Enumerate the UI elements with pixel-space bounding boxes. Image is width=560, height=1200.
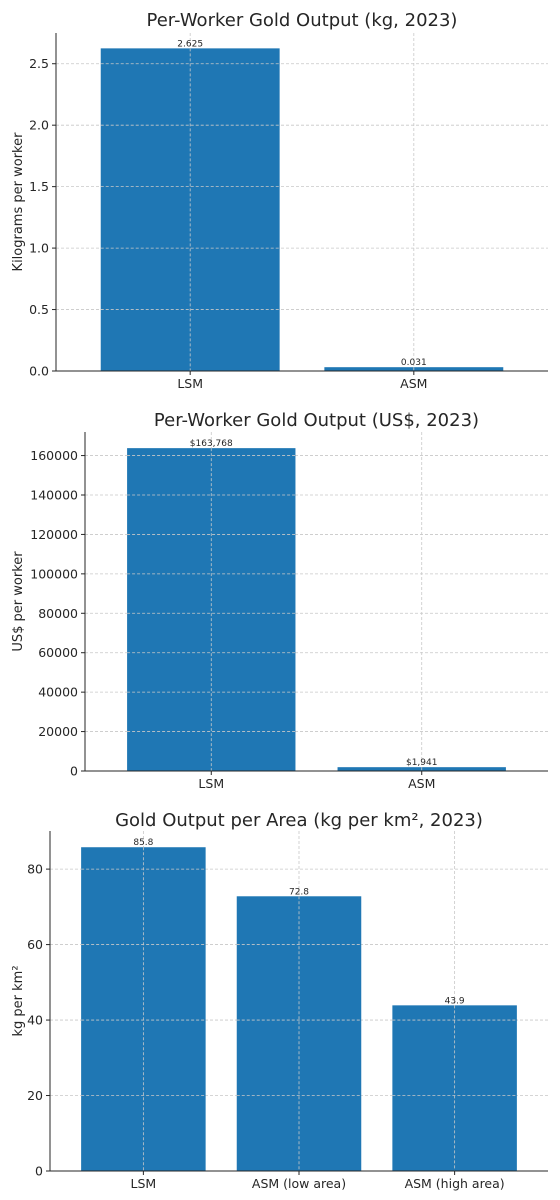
x-tick-label: ASM (low area) xyxy=(252,1176,346,1191)
x-tick-label: ASM xyxy=(408,776,435,791)
y-tick-label: 2.5 xyxy=(29,56,49,71)
y-tick-label: 0.0 xyxy=(29,364,49,379)
y-tick-label: 0 xyxy=(70,764,78,779)
y-tick-label: 40000 xyxy=(38,685,78,700)
y-tick-label: 60000 xyxy=(38,645,78,660)
chart-panel-1: 2.625 0.031 0.0 0.5 1.0 1.5 2.0 2.5 LSM ASM Per-Wo… xyxy=(11,10,548,391)
y-tick-label: 40 xyxy=(27,1013,43,1028)
chart-title: Per-Worker Gold Output (kg, 2023) xyxy=(147,10,458,31)
data-label: 2.625 xyxy=(177,39,203,49)
data-label: 0.031 xyxy=(401,358,427,368)
data-label: 72.8 xyxy=(289,887,309,897)
y-tick-label: 80 xyxy=(27,862,43,877)
chart-panel-2: $163,768 $1,941 0 20000 40000 60000 80000 10000… xyxy=(11,410,548,791)
y-tick-label: 0.5 xyxy=(29,302,49,317)
y-tick-label: 2.0 xyxy=(29,118,49,133)
y-tick-label: 1.5 xyxy=(29,179,49,194)
y-tick-label: 0 xyxy=(35,1164,43,1179)
chart-panel-3: 85.8 72.8 43.9 0 20 40 60 80 LSM ASM (low area) AS… xyxy=(11,810,548,1191)
x-tick-label: LSM xyxy=(131,1176,157,1191)
y-tick-label: 100000 xyxy=(30,566,78,581)
data-label: 85.8 xyxy=(133,838,153,848)
x-tick-label: ASM xyxy=(400,376,427,391)
x-tick-label: LSM xyxy=(198,776,224,791)
y-tick-label: 80000 xyxy=(38,606,78,621)
chart-title: Per-Worker Gold Output (US$, 2023) xyxy=(154,410,479,431)
y-tick-label: 20 xyxy=(27,1088,43,1103)
data-label: $163,768 xyxy=(190,439,233,449)
y-tick-label: 120000 xyxy=(30,527,78,542)
y-tick-label: 20000 xyxy=(38,724,78,739)
y-tick-label: 60 xyxy=(27,937,43,952)
data-label: 43.9 xyxy=(445,996,465,1006)
y-tick-label: 1.0 xyxy=(29,241,49,256)
y-axis-label: Kilograms per worker xyxy=(11,132,26,272)
y-tick-label: 160000 xyxy=(30,448,78,463)
y-tick-label: 140000 xyxy=(30,487,78,502)
x-tick-label: LSM xyxy=(177,376,203,391)
data-label: $1,941 xyxy=(406,758,438,768)
y-axis-label: US$ per worker xyxy=(11,551,26,652)
x-tick-label: ASM (high area) xyxy=(405,1176,505,1191)
chart-title: Gold Output per Area (kg per km², 2023) xyxy=(115,810,483,831)
y-axis-label: kg per km² xyxy=(11,965,26,1036)
